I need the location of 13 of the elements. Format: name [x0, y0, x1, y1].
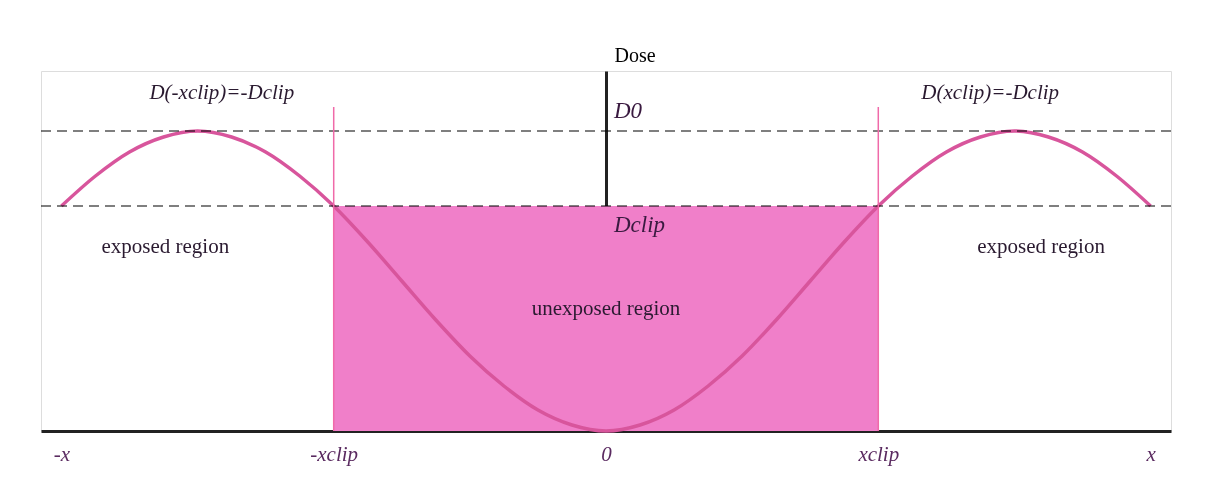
x-tick-label: -xclip	[310, 441, 359, 466]
text: D(-xclip)=-Dclip	[148, 79, 295, 104]
ref-line-label: Dclip	[613, 212, 666, 237]
annotation: exposed region	[101, 234, 230, 259]
y-axis-title: Dose	[614, 43, 656, 66]
text: D(xclip)=-Dclip	[920, 79, 1060, 104]
x-tick-label: x	[1145, 441, 1157, 466]
ref-line-label: D0	[613, 98, 643, 123]
x-tick-label: -x	[53, 441, 71, 466]
annotation: unexposed region	[531, 295, 681, 320]
annotation: exposed region	[977, 234, 1106, 259]
x-tick-label: 0	[601, 441, 613, 466]
x-tick-label: xclip	[857, 441, 900, 466]
